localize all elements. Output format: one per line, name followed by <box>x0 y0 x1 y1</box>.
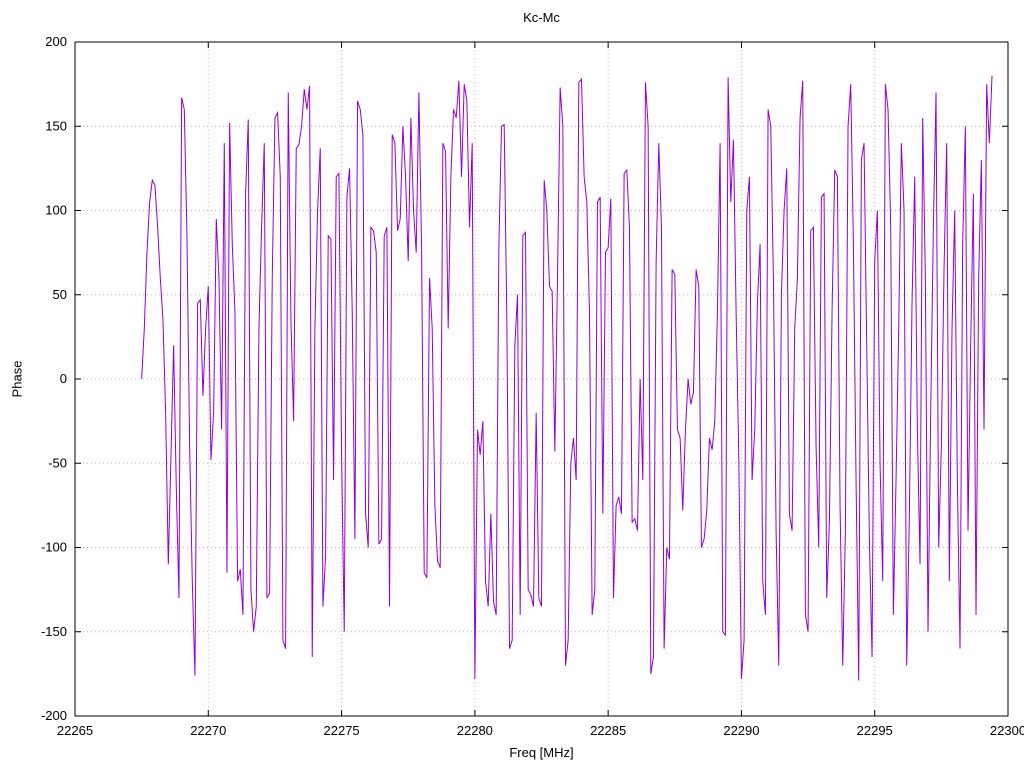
x-tick-label: 22300 <box>990 723 1024 738</box>
y-tick-label: 200 <box>45 34 67 49</box>
x-tick-label: 22265 <box>57 723 93 738</box>
plot-border <box>74 41 1009 717</box>
y-tick-label: 0 <box>60 371 67 386</box>
y-tick-label: 100 <box>45 203 67 218</box>
phase-series-line <box>141 75 993 681</box>
y-tick-label: -100 <box>41 540 67 555</box>
y-tick-label: -200 <box>41 708 67 723</box>
x-tick-label: 22290 <box>723 723 759 738</box>
y-tick-label: 50 <box>53 287 67 302</box>
x-tick-label: 22295 <box>857 723 893 738</box>
x-tick-label: 22270 <box>190 723 226 738</box>
y-axis-label: Phase <box>9 360 25 398</box>
x-axis-label: Freq [MHz] <box>509 745 574 760</box>
x-tick-label: 22285 <box>590 723 626 738</box>
y-tick-label: 150 <box>45 118 67 133</box>
x-tick-label: 22280 <box>457 723 493 738</box>
y-tick-label: -150 <box>41 624 67 639</box>
chart-title: Kc-Mc <box>523 10 560 25</box>
x-tick-label: 22275 <box>323 723 359 738</box>
y-tick-label: -50 <box>48 455 67 470</box>
